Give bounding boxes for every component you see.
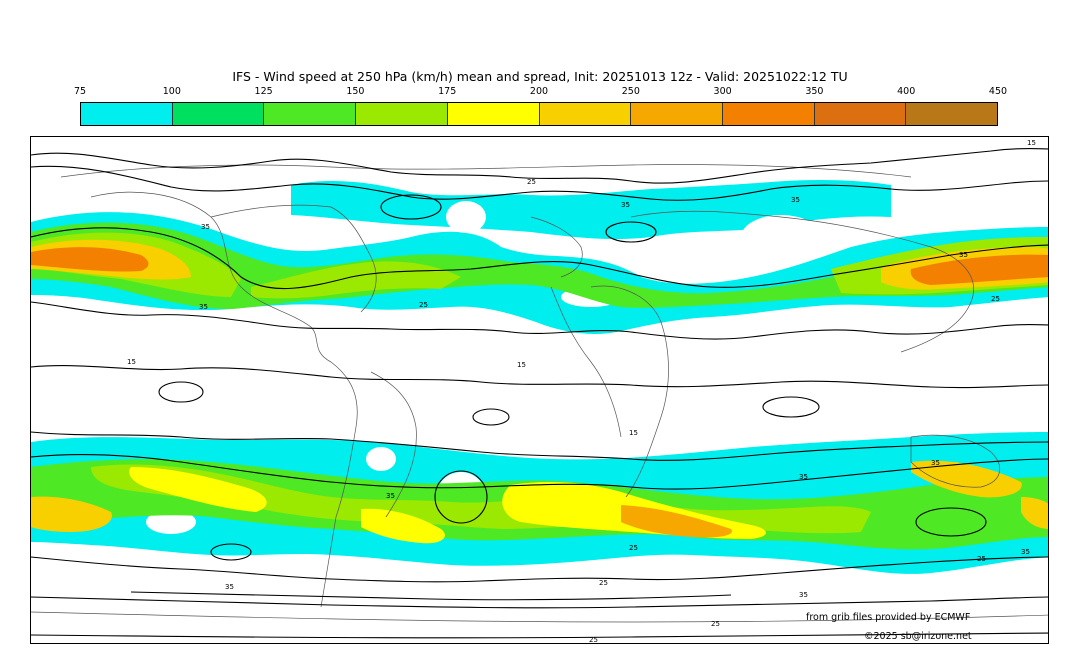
contour-25	[31, 556, 1048, 583]
contour-label: 35	[386, 492, 395, 500]
jet-core-200-east	[1021, 497, 1048, 529]
contour-label: 25	[589, 636, 598, 644]
contour-35	[31, 453, 1048, 490]
colorbar-tick-label: 150	[346, 86, 365, 97]
contour-label: 35	[199, 303, 208, 311]
jet-gap	[146, 510, 196, 534]
colorbar-tick-label: 450	[988, 86, 1008, 97]
contour-label: 35	[791, 196, 800, 204]
contour-label: 25	[977, 555, 986, 563]
coastline-africa-west	[550, 286, 622, 438]
coastline-asia	[630, 210, 974, 353]
colorbar-ticks: 75 100 125 150 175 200 250 300 350 400 4…	[74, 86, 1007, 100]
jet-core-175	[129, 467, 267, 512]
contour-25	[31, 431, 1048, 461]
copyright-credit: ©2025 sb@irizone.net	[864, 631, 972, 642]
chart-title: IFS - Wind speed at 250 hPa (km/h) mean …	[232, 69, 848, 84]
colorbar-tick-label: 200	[529, 86, 549, 97]
colorbar-segment	[722, 103, 815, 125]
contour-25	[31, 632, 1048, 639]
colorbar-tick-label: 350	[805, 86, 824, 97]
northern-jet	[31, 180, 1048, 334]
contour-label: 25	[419, 301, 428, 309]
contour-label: 25	[599, 579, 608, 587]
contour-label: 35	[225, 583, 234, 591]
contour-label: 15	[517, 361, 526, 369]
contour-closed	[434, 470, 488, 524]
contour-15	[31, 147, 1048, 184]
jet-core-200	[31, 496, 112, 532]
jet-core-300-west	[31, 247, 149, 272]
contour-label: 35	[799, 473, 808, 481]
contour-25	[31, 165, 1048, 201]
colorbar-segment	[81, 103, 173, 125]
contour-label: 35	[1021, 548, 1030, 556]
contour-closed	[158, 381, 204, 403]
contour-label: 15	[127, 358, 136, 366]
jet-gap	[446, 201, 486, 233]
contour-15	[31, 365, 1048, 389]
colorbar-tick-label: 125	[254, 86, 273, 97]
colorbar-segment	[264, 103, 357, 125]
colorbar-tick-label: 175	[438, 86, 457, 97]
colorbar-segment	[631, 103, 723, 125]
contour-label: 35	[201, 223, 210, 231]
jet-core-250	[621, 505, 732, 538]
colorbar-tick-label: 300	[713, 86, 732, 97]
colorbar-segment	[356, 103, 448, 125]
jet-gap	[741, 215, 821, 259]
contour-label: 25	[527, 178, 536, 186]
coastline-antarctica	[31, 611, 1048, 623]
jet-core-175	[361, 508, 445, 544]
contour-35	[31, 227, 1048, 290]
jet-core-300-east	[910, 254, 1048, 285]
southern-jet	[31, 432, 1048, 574]
contour-closed	[605, 221, 657, 243]
map-canvas: 15 25 35 35 35 35 35 25 25 15 15 15 35 3…	[31, 139, 1048, 644]
contour-label: 25	[629, 544, 638, 552]
coastline-europe	[530, 216, 583, 278]
contours	[31, 147, 1048, 639]
contour-35	[130, 591, 732, 601]
contour-label: 25	[991, 295, 1000, 303]
coastline-australia	[910, 434, 1001, 488]
contour-label: 35	[799, 591, 808, 599]
contour-labels: 15 25 35 35 35 35 35 25 25 15 15 15 35 3…	[127, 139, 1036, 644]
coastline-south-america	[320, 361, 358, 608]
coastline-north-america-east	[210, 204, 377, 313]
colorbar-segment	[539, 103, 632, 125]
contour-label: 35	[931, 459, 940, 467]
contour-label: 35	[621, 201, 630, 209]
contour-closed	[210, 543, 252, 561]
colorbar-segment	[447, 103, 540, 125]
colorbar-tick-label: 100	[162, 86, 181, 97]
contour-label: 25	[711, 620, 720, 628]
coastlines	[31, 164, 1048, 623]
colorbar-segment	[814, 103, 907, 125]
coastline-south-america-east	[370, 371, 417, 518]
contour-label: 15	[629, 429, 638, 437]
colorbar-segment	[172, 103, 265, 125]
coastline-africa	[590, 285, 669, 498]
colorbar-tick-label: 400	[897, 86, 916, 97]
contour-15	[31, 596, 1048, 609]
source-credit: from grib files provided by ECMWF	[806, 612, 971, 623]
contour-label: 15	[1027, 139, 1036, 147]
coastline-arctic	[60, 164, 912, 178]
jet-gap	[366, 447, 396, 471]
contour-closed	[380, 194, 442, 220]
contour-closed	[762, 396, 820, 418]
contour-closed	[915, 507, 987, 537]
jet-core-200-east	[911, 460, 1022, 498]
contour-closed	[472, 408, 510, 426]
colorbar-tick-label: 75	[73, 86, 87, 97]
jet-band-150	[251, 261, 461, 299]
colorbar-tick-label: 250	[621, 86, 640, 97]
contour-25	[31, 301, 1048, 340]
coastline-north-america-west	[90, 191, 332, 363]
contour-label: 35	[959, 251, 968, 259]
colorbar-segment	[906, 103, 998, 125]
colorbar	[80, 102, 998, 126]
wind-speed-map: 15 25 35 35 35 35 35 25 25 15 15 15 35 3…	[30, 136, 1049, 644]
